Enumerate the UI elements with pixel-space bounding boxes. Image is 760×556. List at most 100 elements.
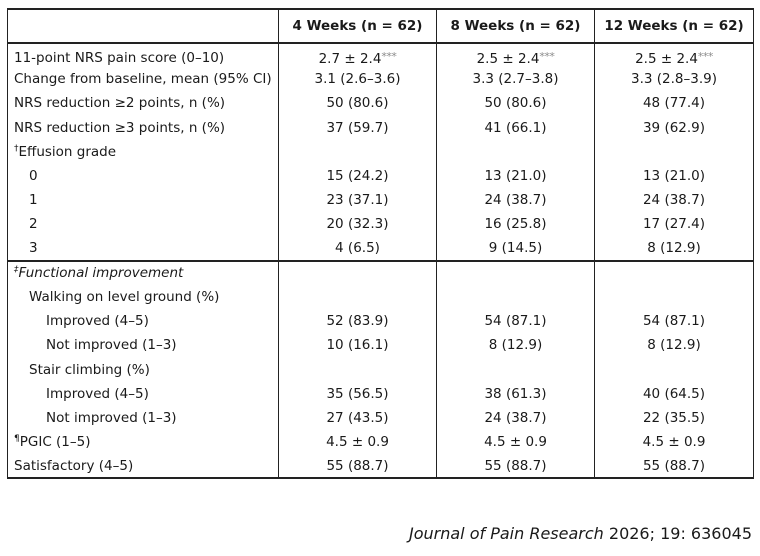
header-4-weeks: 4 Weeks (n = 62) <box>278 8 437 44</box>
cell-12-weeks <box>594 139 754 164</box>
cell-8-weeks <box>436 139 595 164</box>
cell-12-weeks: 17 (27.4) <box>594 212 754 237</box>
cell-4-weeks: 2.7 ± 2.4*** <box>278 43 437 68</box>
cell-8-weeks: 2.5 ± 2.4*** <box>436 43 595 68</box>
row-stair-not-improved: Not improved (1–3) 27 (43.5) 24 (38.7) 2… <box>7 405 754 430</box>
header-12-weeks: 12 Weeks (n = 62) <box>594 8 754 44</box>
row-label: NRS reduction ≥2 points, n (%) <box>7 91 279 116</box>
header-blank <box>7 8 279 44</box>
cell-8-weeks: 55 (88.7) <box>436 454 595 480</box>
cell-8-weeks: 3.3 (2.7–3.8) <box>436 67 595 92</box>
row-walking-improved: Improved (4–5) 52 (83.9) 54 (87.1) 54 (8… <box>7 309 754 334</box>
cell-8-weeks <box>436 357 595 382</box>
cell-12-weeks <box>594 259 754 285</box>
cell-4-weeks: 4 (6.5) <box>278 236 437 262</box>
row-pgic: ¶PGIC (1–5) 4.5 ± 0.9 4.5 ± 0.9 4.5 ± 0.… <box>7 430 754 455</box>
cell-8-weeks: 41 (66.1) <box>436 115 595 140</box>
cell-4-weeks: 23 (37.1) <box>278 188 437 213</box>
row-nrs-reduction-2: NRS reduction ≥2 points, n (%) 50 (80.6)… <box>7 91 754 116</box>
cell-4-weeks <box>278 357 437 382</box>
journal-citation: Journal of Pain Research 2026; 19: 63604… <box>409 524 752 543</box>
row-label: Not improved (1–3) <box>7 333 279 358</box>
cell-12-weeks: 55 (88.7) <box>594 454 754 480</box>
row-label: Stair climbing (%) <box>7 357 279 382</box>
row-label: Improved (4–5) <box>7 309 279 334</box>
cell-4-weeks: 3.1 (2.6–3.6) <box>278 67 437 92</box>
cell-4-weeks: 52 (83.9) <box>278 309 437 334</box>
row-nrs-reduction-3: NRS reduction ≥3 points, n (%) 37 (59.7)… <box>7 115 754 140</box>
cell-12-weeks: 22 (35.5) <box>594 405 754 430</box>
row-label: 0 <box>7 163 279 189</box>
row-label: Satisfactory (4–5) <box>7 454 279 480</box>
header-row: 4 Weeks (n = 62) 8 Weeks (n = 62) 12 Wee… <box>7 8 754 44</box>
row-effusion-grade: †Effusion grade <box>7 139 754 164</box>
cell-8-weeks: 50 (80.6) <box>436 91 595 116</box>
row-walking-level-ground: Walking on level ground (%) <box>7 284 754 310</box>
cell-8-weeks: 8 (12.9) <box>436 333 595 358</box>
cell-4-weeks: 4.5 ± 0.9 <box>278 430 437 455</box>
row-nrs-pain-score: 11-point NRS pain score (0–10) 2.7 ± 2.4… <box>7 43 754 68</box>
row-effusion-2: 2 20 (32.3) 16 (25.8) 17 (27.4) <box>7 212 754 237</box>
cell-4-weeks: 50 (80.6) <box>278 91 437 116</box>
cell-8-weeks: 38 (61.3) <box>436 381 595 406</box>
cell-8-weeks: 13 (21.0) <box>436 163 595 189</box>
row-satisfactory: Satisfactory (4–5) 55 (88.7) 55 (88.7) 5… <box>7 454 754 480</box>
cell-12-weeks: 24 (38.7) <box>594 188 754 213</box>
row-walking-not-improved: Not improved (1–3) 10 (16.1) 8 (12.9) 8 … <box>7 333 754 358</box>
cell-4-weeks <box>278 259 437 285</box>
cell-12-weeks: 39 (62.9) <box>594 115 754 140</box>
cell-12-weeks: 54 (87.1) <box>594 309 754 334</box>
cell-4-weeks: 10 (16.1) <box>278 333 437 358</box>
cell-4-weeks: 27 (43.5) <box>278 405 437 430</box>
cell-12-weeks: 13 (21.0) <box>594 163 754 189</box>
row-label: Improved (4–5) <box>7 381 279 406</box>
row-change-from-baseline: Change from baseline, mean (95% CI) 3.1 … <box>7 67 754 92</box>
cell-12-weeks: 8 (12.9) <box>594 333 754 358</box>
results-table: 4 Weeks (n = 62) 8 Weeks (n = 62) 12 Wee… <box>7 8 754 480</box>
cell-12-weeks: 3.3 (2.8–3.9) <box>594 67 754 92</box>
journal-name: Journal of Pain Research <box>409 524 604 543</box>
row-label: 11-point NRS pain score (0–10) <box>7 43 279 68</box>
cell-8-weeks: 24 (38.7) <box>436 188 595 213</box>
cell-12-weeks: 48 (77.4) <box>594 91 754 116</box>
footnote-mark: ‡ <box>14 265 19 276</box>
cell-8-weeks: 16 (25.8) <box>436 212 595 237</box>
cell-12-weeks: 2.5 ± 2.4*** <box>594 43 754 68</box>
row-label: 2 <box>7 212 279 237</box>
row-label: ‡Functional improvement <box>7 259 279 285</box>
cell-12-weeks: 40 (64.5) <box>594 381 754 406</box>
row-label: ¶PGIC (1–5) <box>7 430 279 455</box>
row-effusion-1: 1 23 (37.1) 24 (38.7) 24 (38.7) <box>7 188 754 213</box>
footnote-mark: ¶ <box>14 434 20 445</box>
cell-8-weeks: 4.5 ± 0.9 <box>436 430 595 455</box>
row-stair-improved: Improved (4–5) 35 (56.5) 38 (61.3) 40 (6… <box>7 381 754 406</box>
significance-mark: *** <box>697 49 714 63</box>
cell-4-weeks: 15 (24.2) <box>278 163 437 189</box>
cell-8-weeks <box>436 284 595 310</box>
footnote-mark: † <box>14 143 19 154</box>
row-label: 1 <box>7 188 279 213</box>
cell-4-weeks <box>278 139 437 164</box>
row-label: 3 <box>7 236 279 262</box>
cell-8-weeks: 9 (14.5) <box>436 236 595 262</box>
cell-4-weeks: 55 (88.7) <box>278 454 437 480</box>
cell-12-weeks <box>594 357 754 382</box>
citation-details: 2026; 19: 636045 <box>608 524 752 543</box>
cell-4-weeks <box>278 284 437 310</box>
header-8-weeks: 8 Weeks (n = 62) <box>436 8 595 44</box>
row-functional-improvement: ‡Functional improvement <box>7 259 754 285</box>
row-label: †Effusion grade <box>7 139 279 164</box>
significance-mark: *** <box>381 49 397 63</box>
cell-4-weeks: 35 (56.5) <box>278 381 437 406</box>
cell-8-weeks: 24 (38.7) <box>436 405 595 430</box>
row-effusion-3: 3 4 (6.5) 9 (14.5) 8 (12.9) <box>7 236 754 262</box>
row-label: NRS reduction ≥3 points, n (%) <box>7 115 279 140</box>
cell-12-weeks: 8 (12.9) <box>594 236 754 262</box>
cell-8-weeks <box>436 259 595 285</box>
row-stair-climbing: Stair climbing (%) <box>7 357 754 382</box>
significance-mark: *** <box>539 49 555 63</box>
cell-4-weeks: 20 (32.3) <box>278 212 437 237</box>
row-label: Not improved (1–3) <box>7 405 279 430</box>
cell-8-weeks: 54 (87.1) <box>436 309 595 334</box>
cell-12-weeks: 4.5 ± 0.9 <box>594 430 754 455</box>
